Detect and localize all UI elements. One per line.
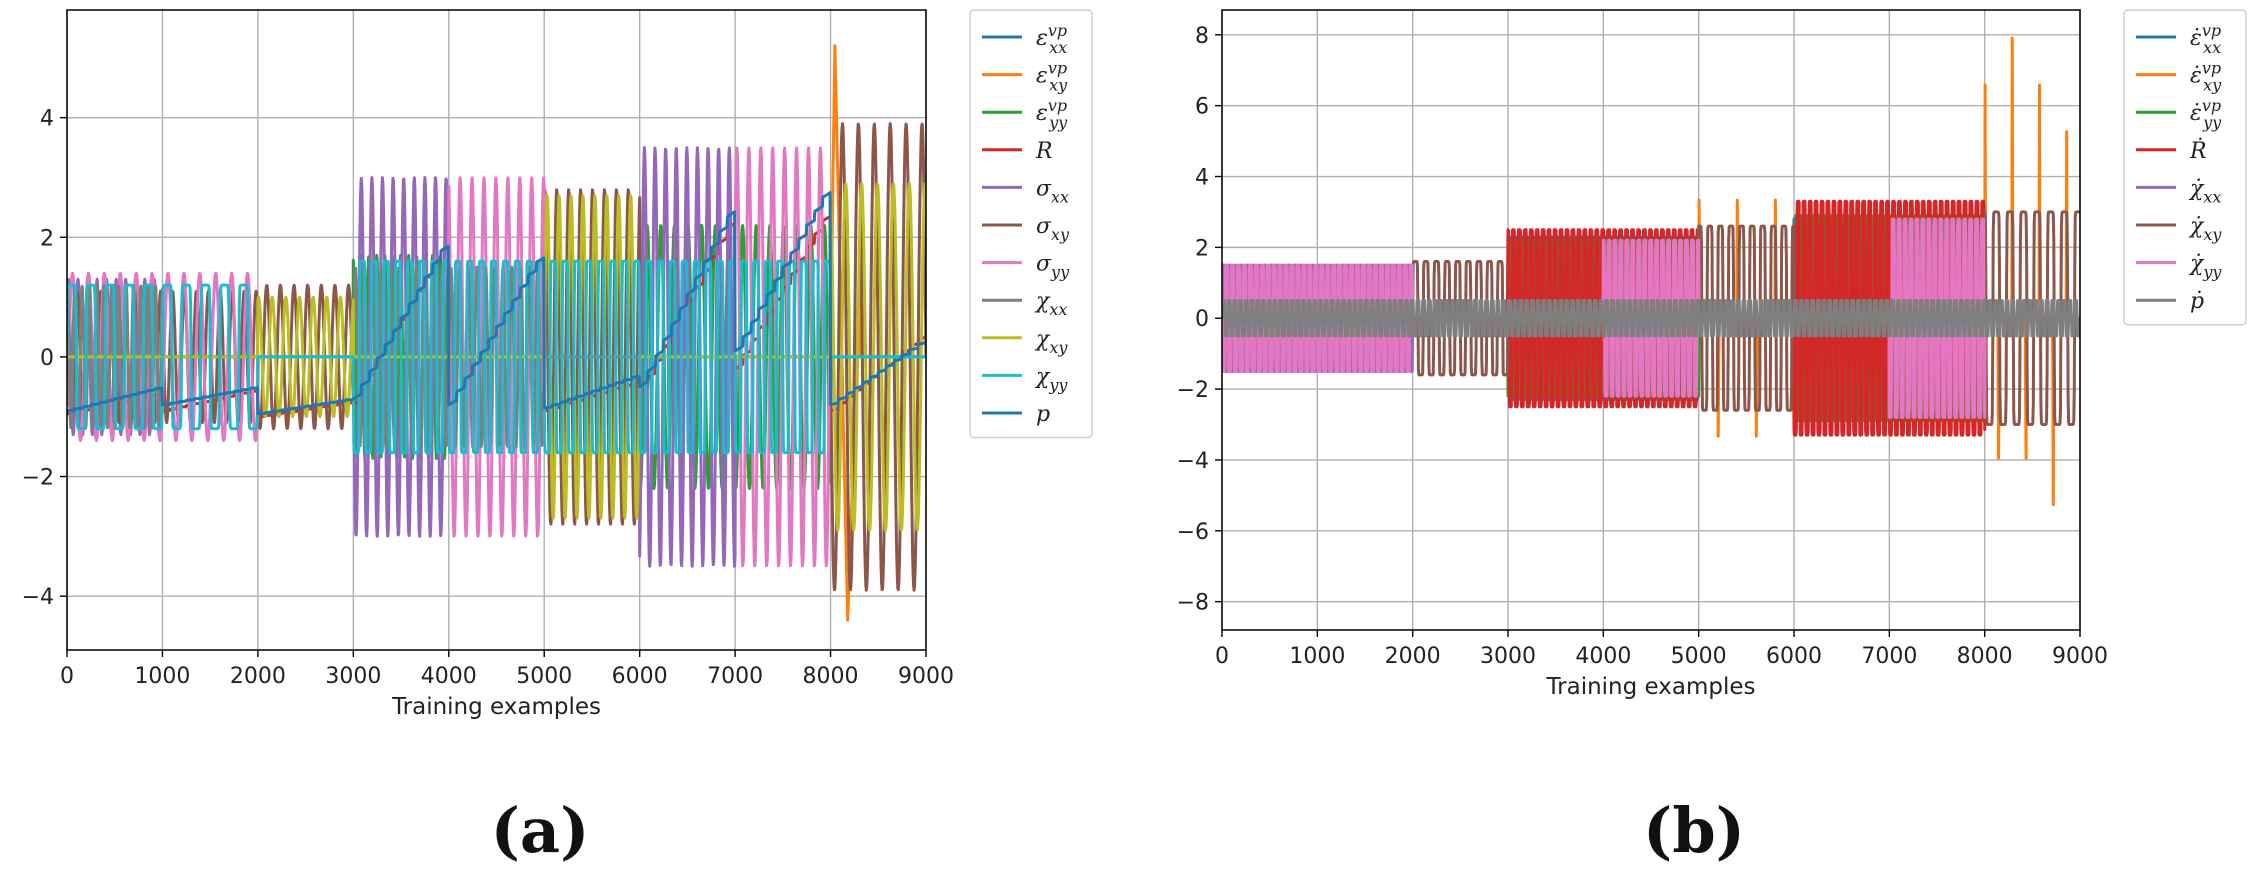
panel-a: 0 1000 2000 3000 4000 5000 6000 7000 8000 9000 −4 −… bbox=[22, 9, 1093, 720]
x-tick-label: 8000 bbox=[803, 664, 859, 689]
legend-label: σxx bbox=[1036, 176, 1069, 206]
x-axis-label: Training examples bbox=[1545, 674, 1755, 700]
x-tick-label: 1000 bbox=[134, 664, 190, 689]
legend-frame bbox=[2123, 9, 2247, 326]
legend-label: σyy bbox=[1036, 252, 1070, 282]
x-tick-label: 9000 bbox=[2052, 644, 2108, 669]
legend-label: σxy bbox=[1036, 214, 1070, 244]
legend: ε̇vp xxε̇vp xyε̇vp yy Ṙχ̇xx χ̇xy χ̇yy ṗ bbox=[2123, 9, 2247, 326]
x-tick-label: 9000 bbox=[898, 664, 954, 689]
y-tick-label: −2 bbox=[22, 466, 54, 491]
legend-label: χ̇xx bbox=[2188, 176, 2221, 206]
legend-label: εvp xy bbox=[1036, 59, 1068, 95]
legend-label: χxy bbox=[1034, 327, 1068, 357]
series-group bbox=[67, 44, 926, 622]
panel-b: 0 1000 2000 3000 4000 5000 6000 7000 8000 9000 −8 −… bbox=[1177, 9, 2247, 700]
legend-label: εvp xx bbox=[1036, 21, 1067, 57]
x-tick-label: 1000 bbox=[1289, 644, 1345, 669]
legend-label: Ṙ bbox=[2189, 137, 2207, 164]
x-tick-label: 4000 bbox=[1575, 644, 1631, 669]
plot-frame bbox=[1221, 9, 2081, 631]
y-tick-label: 2 bbox=[1195, 236, 1209, 261]
legend-label: ṗ bbox=[2190, 289, 2204, 314]
legend-label: χ̇yy bbox=[2188, 252, 2222, 282]
y-tick-label: 4 bbox=[40, 107, 54, 132]
series-group bbox=[1222, 36, 2080, 507]
x-tick-label: 0 bbox=[1215, 644, 1229, 669]
x-tick-label: 3000 bbox=[325, 664, 381, 689]
series-line-_yy bbox=[67, 259, 926, 455]
x-tick-label: 6000 bbox=[612, 664, 668, 689]
x-tick-label: 4000 bbox=[421, 664, 477, 689]
y-tick-label: 2 bbox=[40, 226, 54, 251]
legend-label: χyy bbox=[1034, 364, 1068, 394]
x-tick-label: 2000 bbox=[1385, 644, 1441, 669]
y-tick-label: 0 bbox=[40, 346, 54, 371]
legend-label: εvp yy bbox=[1036, 96, 1068, 132]
x-axis-label: Training examples bbox=[391, 694, 601, 720]
x-tick-label: 3000 bbox=[1480, 644, 1536, 669]
series-line-p bbox=[1222, 299, 2080, 338]
y-tick-label: −6 bbox=[1177, 520, 1209, 545]
legend-label: ε̇vp xx bbox=[2190, 21, 2221, 57]
x-tick-label: 6000 bbox=[1766, 644, 1822, 669]
x-tick-label: 8000 bbox=[1957, 644, 2013, 669]
y-tick-label: 8 bbox=[1195, 24, 1209, 49]
series-line-p bbox=[67, 191, 926, 416]
y-tick-label: −4 bbox=[22, 585, 54, 610]
legend-label: p bbox=[1036, 402, 1050, 427]
y-tick-label: 6 bbox=[1195, 95, 1209, 120]
y-tick-label: −4 bbox=[1177, 449, 1209, 474]
plot-frame bbox=[66, 9, 927, 651]
x-tick-label: 7000 bbox=[707, 664, 763, 689]
legend-label: R bbox=[1035, 139, 1053, 164]
legend-frame bbox=[969, 9, 1093, 439]
panel-b-label: (b) bbox=[1643, 794, 1745, 867]
legend-label: ε̇vp xy bbox=[2190, 59, 2222, 95]
y-tick-label: 0 bbox=[1195, 307, 1209, 332]
y-tick-label: −8 bbox=[1177, 591, 1209, 616]
legend-label: ε̇vp yy bbox=[2190, 96, 2222, 132]
x-tick-label: 5000 bbox=[516, 664, 572, 689]
x-tick-label: 7000 bbox=[1861, 644, 1917, 669]
legend-label: χxx bbox=[1034, 289, 1067, 319]
x-tick-label: 0 bbox=[60, 664, 74, 689]
panel-a-label: (a) bbox=[491, 794, 590, 867]
legend-label: χ̇xy bbox=[2188, 214, 2222, 244]
y-tick-label: 4 bbox=[1195, 166, 1209, 191]
x-tick-label: 2000 bbox=[230, 664, 286, 689]
x-tick-label: 5000 bbox=[1671, 644, 1727, 669]
y-tick-label: −2 bbox=[1177, 378, 1209, 403]
